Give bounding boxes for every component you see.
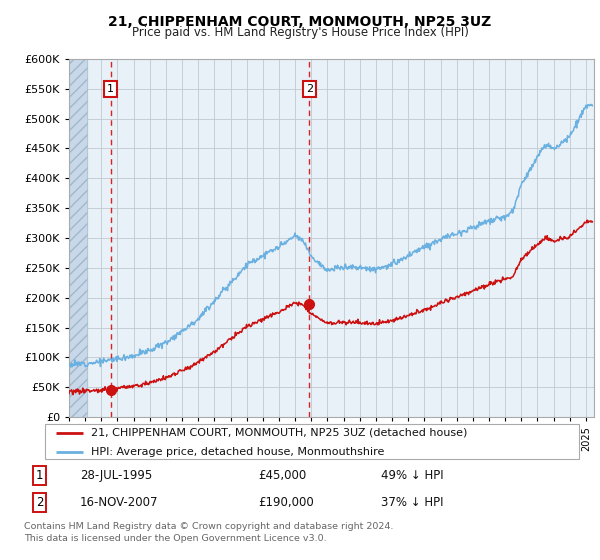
Text: 49% ↓ HPI: 49% ↓ HPI	[381, 469, 444, 482]
Text: 1: 1	[107, 84, 114, 94]
Text: 1: 1	[36, 469, 43, 482]
Text: £190,000: £190,000	[259, 496, 314, 509]
Text: 2: 2	[36, 496, 43, 509]
Text: 21, CHIPPENHAM COURT, MONMOUTH, NP25 3UZ: 21, CHIPPENHAM COURT, MONMOUTH, NP25 3UZ	[109, 15, 491, 29]
Text: Price paid vs. HM Land Registry's House Price Index (HPI): Price paid vs. HM Land Registry's House …	[131, 26, 469, 39]
Text: 21, CHIPPENHAM COURT, MONMOUTH, NP25 3UZ (detached house): 21, CHIPPENHAM COURT, MONMOUTH, NP25 3UZ…	[91, 427, 467, 437]
Text: 28-JUL-1995: 28-JUL-1995	[80, 469, 152, 482]
Bar	[69, 59, 87, 417]
Text: 16-NOV-2007: 16-NOV-2007	[80, 496, 158, 509]
Text: Contains HM Land Registry data © Crown copyright and database right 2024.
This d: Contains HM Land Registry data © Crown c…	[24, 522, 394, 543]
Text: 37% ↓ HPI: 37% ↓ HPI	[381, 496, 443, 509]
Text: 2: 2	[306, 84, 313, 94]
FancyBboxPatch shape	[45, 424, 580, 459]
Bar	[69, 59, 87, 417]
Text: £45,000: £45,000	[259, 469, 307, 482]
Text: HPI: Average price, detached house, Monmouthshire: HPI: Average price, detached house, Monm…	[91, 446, 384, 456]
